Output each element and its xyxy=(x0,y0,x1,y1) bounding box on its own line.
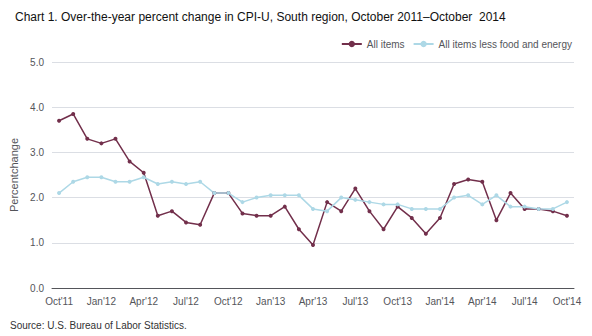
svg-text:Oct'12: Oct'12 xyxy=(214,296,243,307)
svg-text:Chart 1. Over-the-year percent: Chart 1. Over-the-year percent change in… xyxy=(15,10,506,24)
svg-text:Jul'12: Jul'12 xyxy=(173,296,199,307)
svg-text:Oct'14: Oct'14 xyxy=(553,296,582,307)
svg-text:All items: All items xyxy=(367,39,405,50)
svg-text:Jul'13: Jul'13 xyxy=(342,296,368,307)
svg-text:Oct'13: Oct'13 xyxy=(383,296,412,307)
svg-text:5.0: 5.0 xyxy=(30,57,44,68)
svg-text:Oct'11: Oct'11 xyxy=(45,296,73,307)
svg-text:4.0: 4.0 xyxy=(30,102,44,113)
svg-text:Apr'13: Apr'13 xyxy=(299,296,328,307)
svg-text:Jan'13: Jan'13 xyxy=(256,296,286,307)
svg-text:Jul'14: Jul'14 xyxy=(512,296,538,307)
svg-text:Apr'12: Apr'12 xyxy=(129,296,158,307)
svg-text:Jan'12: Jan'12 xyxy=(87,296,117,307)
svg-text:0.0: 0.0 xyxy=(30,283,44,294)
svg-text:1.0: 1.0 xyxy=(30,237,44,248)
svg-text:2.0: 2.0 xyxy=(30,192,44,203)
svg-text:Percentchange: Percentchange xyxy=(8,138,20,212)
svg-text:Apr'14: Apr'14 xyxy=(468,296,497,307)
svg-text:Jan'14: Jan'14 xyxy=(425,296,455,307)
svg-text:3.0: 3.0 xyxy=(30,147,44,158)
svg-text:Source: U.S. Bureau of Labor S: Source: U.S. Bureau of Labor Statistics. xyxy=(10,320,187,331)
svg-text:All items less food and energy: All items less food and energy xyxy=(439,39,572,50)
